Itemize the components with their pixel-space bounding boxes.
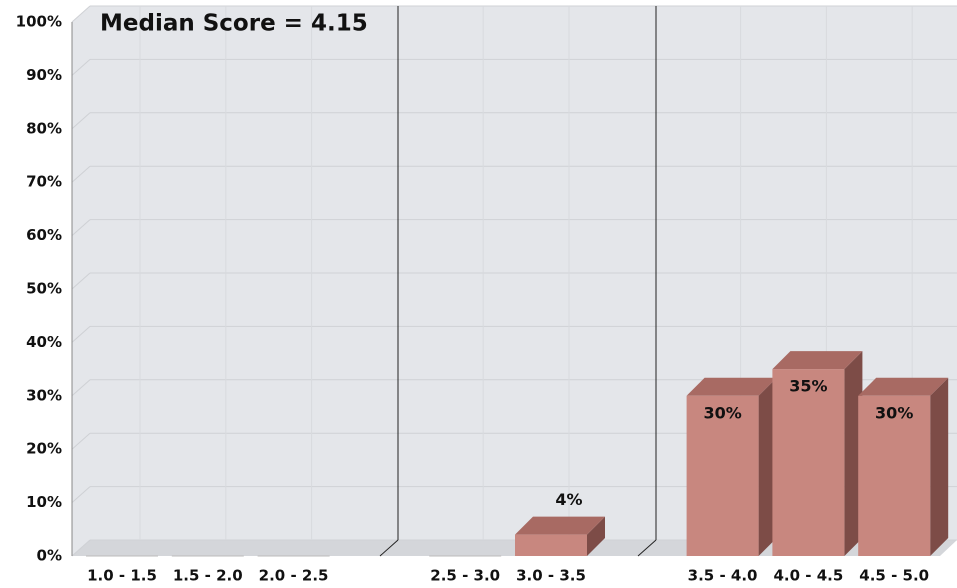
- value-label: 30%: [703, 403, 741, 422]
- y-tick-label: 0%: [37, 547, 62, 565]
- grid-line: [71, 539, 91, 557]
- y-tick-label: 40%: [26, 333, 62, 351]
- bar: [686, 395, 759, 556]
- bar-side: [844, 351, 863, 556]
- bar-side: [587, 516, 605, 556]
- x-tick-label: 3.5 - 4.0: [688, 567, 758, 585]
- grid-line: [71, 5, 91, 23]
- x-tick-label: 4.5 - 5.0: [859, 567, 929, 585]
- y-tick-label: 20%: [26, 440, 62, 458]
- x-tick-label: 1.5 - 2.0: [173, 567, 243, 585]
- y-tick-label: 100%: [16, 13, 62, 31]
- y-tick-label: 90%: [26, 66, 62, 84]
- y-tick-label: 30%: [26, 386, 62, 404]
- value-label: 4%: [555, 490, 582, 509]
- grid-line: [71, 112, 91, 130]
- bar: [858, 395, 931, 556]
- bar-side: [758, 377, 777, 556]
- y-tick-label: 60%: [26, 226, 62, 244]
- x-tick-label: 3.0 - 3.5: [516, 567, 586, 585]
- bar-top: [515, 516, 605, 535]
- grid-line: [71, 486, 91, 503]
- y-tick-label: 80%: [26, 119, 62, 137]
- grid-line: [71, 326, 91, 343]
- y-tick-label: 50%: [26, 280, 62, 298]
- grid-line: [71, 165, 91, 183]
- group-divider: [379, 539, 399, 557]
- group-divider: [637, 539, 657, 557]
- value-label: 30%: [875, 403, 913, 422]
- y-tick-label: 10%: [26, 493, 62, 511]
- x-tick-label: 1.0 - 1.5: [87, 567, 157, 585]
- grid-line: [71, 379, 91, 397]
- bar-top: [772, 351, 863, 370]
- grid-line: [71, 272, 91, 290]
- annotation: Median Score = 4.15: [100, 11, 368, 37]
- x-tick-label: 2.5 - 3.0: [430, 567, 500, 585]
- bar-top: [858, 377, 949, 396]
- grid-line: [71, 219, 91, 236]
- bar-side: [930, 377, 949, 556]
- y-tick-label: 70%: [26, 173, 62, 191]
- x-tick-label: 2.0 - 2.5: [259, 567, 329, 585]
- bar: [772, 369, 845, 556]
- x-tick-label: 4.0 - 4.5: [773, 567, 843, 585]
- grid-line: [71, 59, 91, 76]
- grid-line: [71, 432, 91, 450]
- bar: [515, 534, 587, 556]
- bar-top: [686, 377, 777, 396]
- value-label: 35%: [789, 377, 827, 396]
